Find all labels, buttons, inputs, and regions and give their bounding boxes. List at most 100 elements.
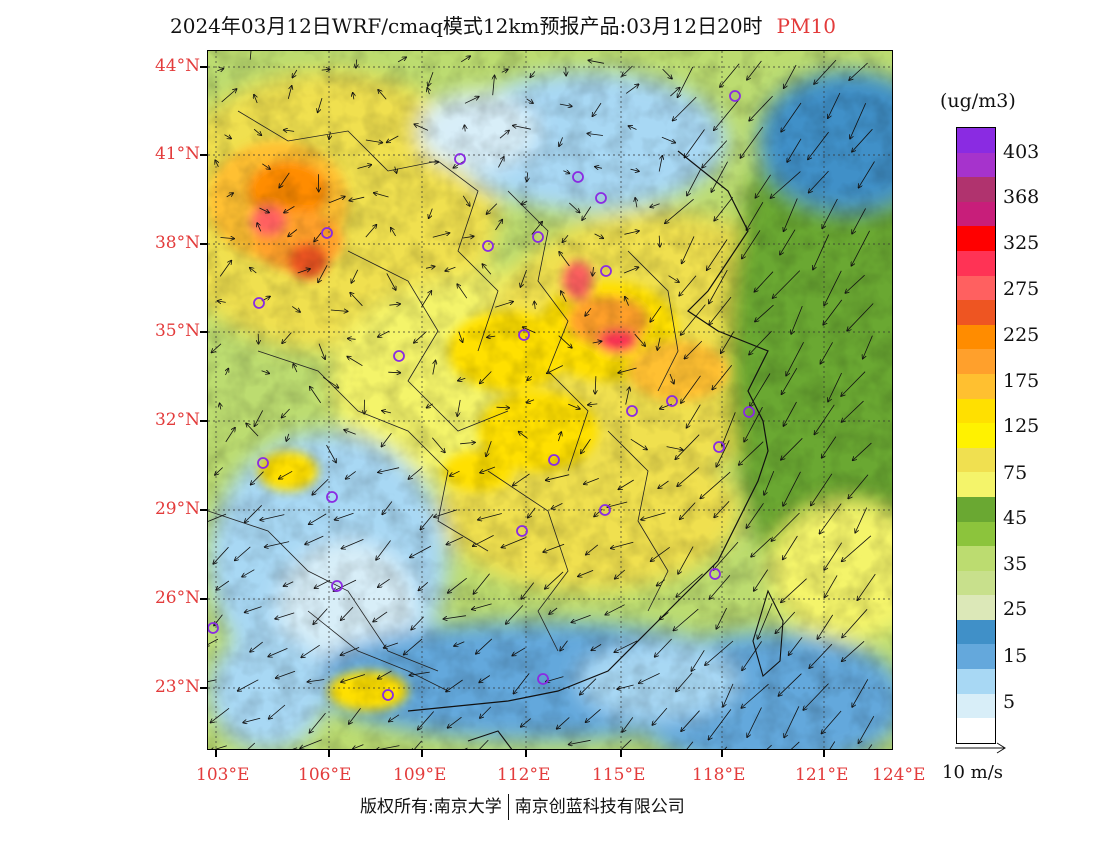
wind-vector <box>561 291 567 302</box>
wind-vector <box>374 193 389 198</box>
wind-vector <box>313 608 328 625</box>
wind-vector <box>659 235 660 247</box>
wind-vector <box>747 707 762 738</box>
wind-vector <box>243 717 261 722</box>
wind-vector <box>721 331 735 354</box>
wind-vector <box>420 514 434 529</box>
wind-vector <box>814 59 837 84</box>
wind-vector <box>771 512 800 541</box>
wind-vector <box>250 268 257 274</box>
lat-tick <box>200 687 207 689</box>
wind-vector <box>614 640 638 652</box>
wind-vector <box>448 716 462 728</box>
lat-label-38: 38°N <box>154 233 200 253</box>
wind-vector <box>486 440 492 456</box>
wind-vector <box>350 293 363 307</box>
wind-vector <box>746 201 764 230</box>
wind-vector <box>530 71 536 77</box>
lat-label-32: 32°N <box>154 410 200 430</box>
wind-vector <box>711 161 728 192</box>
legend-label: 45 <box>1003 507 1028 529</box>
wind-vector <box>220 403 221 410</box>
wind-vector <box>773 270 801 299</box>
wind-vector <box>335 512 354 520</box>
wind-vector <box>513 473 530 486</box>
wind-vector <box>254 410 264 426</box>
wind-vector <box>531 222 542 235</box>
wind-vector <box>344 430 356 435</box>
wind-vector <box>782 367 798 394</box>
wind-vector <box>284 206 295 212</box>
colorbar-segment <box>957 373 995 399</box>
wind-vector <box>519 432 528 439</box>
wind-vector <box>445 266 456 271</box>
wind-vector <box>219 261 231 277</box>
wind-vector <box>282 332 292 344</box>
wind-vector <box>460 442 475 443</box>
wind-vector <box>349 196 365 200</box>
lon-label-118: 118°E <box>692 765 746 785</box>
legend-label: 403 <box>1003 141 1040 163</box>
wind-vector <box>305 535 324 544</box>
wind-vector <box>513 126 531 130</box>
wind-vector <box>625 297 629 306</box>
colorbar <box>956 127 996 744</box>
wind-vector <box>562 234 569 242</box>
wind-vector <box>611 541 634 548</box>
wind-vector <box>382 501 393 515</box>
wind-vector <box>395 166 397 173</box>
wind-vector <box>675 434 700 460</box>
wind-vector <box>310 387 322 404</box>
wind-vector <box>446 536 463 544</box>
wind-vector <box>351 269 359 283</box>
colorbar-segment <box>957 398 995 424</box>
wind-vector <box>708 709 732 739</box>
wind-vector <box>460 56 470 63</box>
legend-label: 5 <box>1003 691 1016 713</box>
wind-vector <box>750 373 771 407</box>
wind-vector <box>581 438 591 453</box>
lat-label-41: 41°N <box>154 144 200 164</box>
wind-vector <box>740 126 764 158</box>
wind-vector <box>318 265 328 282</box>
wind-vector <box>378 90 387 100</box>
wind-vector <box>293 364 298 373</box>
wind-vector <box>658 480 669 488</box>
wind-vector <box>388 372 400 373</box>
wind-vector <box>473 573 490 594</box>
wind-vector <box>292 747 298 749</box>
wind-vector <box>208 638 219 646</box>
wind-vector <box>824 270 842 306</box>
wind-vector <box>412 740 422 749</box>
wind-vector <box>525 748 527 749</box>
wind-vector <box>376 745 400 749</box>
wind-vector <box>216 580 230 590</box>
lon-tick <box>525 750 527 757</box>
wind-vector <box>245 505 262 522</box>
map-panel[interactable] <box>207 50 893 750</box>
wind-vector <box>220 238 235 239</box>
wind-vector <box>559 104 572 106</box>
wind-vector <box>434 509 458 517</box>
wind-vector <box>687 169 702 195</box>
colorbar-segment <box>957 300 995 325</box>
wind-vector <box>357 165 372 169</box>
wind-vector <box>342 539 364 548</box>
wind-vector <box>658 156 662 172</box>
wind-vector <box>628 126 637 130</box>
wind-vector <box>709 269 728 303</box>
lon-label-106: 106°E <box>298 765 352 785</box>
lon-label-124: 124°E <box>872 765 926 785</box>
wind-vector <box>346 471 356 479</box>
colorbar-segment <box>957 201 995 227</box>
wind-vector <box>784 706 800 737</box>
wind-vector <box>381 432 392 446</box>
wind-vector <box>329 197 345 204</box>
wind-vector <box>783 401 797 426</box>
wind-vector <box>235 546 251 561</box>
wind-vector <box>639 673 660 683</box>
wind-vector <box>353 744 364 749</box>
wind-vector <box>618 479 634 489</box>
wind-vector <box>755 304 774 322</box>
wind-vector <box>758 603 773 639</box>
